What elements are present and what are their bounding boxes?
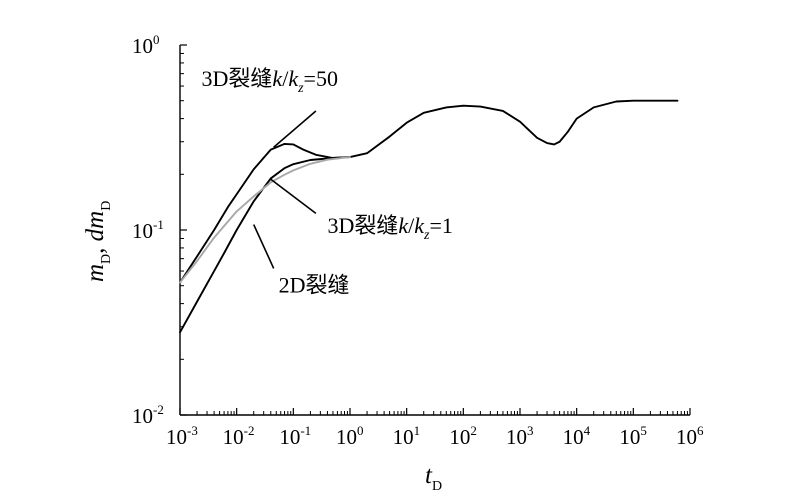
leader-line-2d bbox=[252, 224, 275, 269]
x-tick-label: 100 bbox=[336, 423, 364, 449]
series-layer bbox=[179, 99, 679, 334]
y-ticks: 10-2 10-1 100 bbox=[132, 32, 187, 428]
series-line-3d_kz50 bbox=[179, 142, 351, 284]
leader-line-kz1 bbox=[270, 178, 317, 215]
annotation-label-kz1: 3D裂缝k/kz=1 bbox=[327, 213, 452, 243]
x-tick-label: 103 bbox=[506, 423, 534, 449]
y-tick-label: 10-1 bbox=[132, 217, 164, 243]
y-tick-label: 100 bbox=[132, 32, 160, 58]
x-tick-label: 106 bbox=[676, 423, 704, 449]
x-axis-label: tD bbox=[425, 462, 442, 494]
leader-line-kz50 bbox=[273, 110, 317, 148]
series-line-3d_kz1 bbox=[179, 156, 351, 284]
annotation-label-2d: 2D裂缝 bbox=[279, 273, 350, 298]
x-tick-label: 10-3 bbox=[166, 423, 198, 449]
x-ticks: 10-3 10-2 10-1 100 101 102 103 104 105 106 bbox=[166, 408, 704, 449]
x-tick-label: 10-2 bbox=[223, 423, 255, 449]
x-tick-label: 10-1 bbox=[279, 423, 311, 449]
y-axis-label: mD, dmD bbox=[82, 201, 114, 282]
x-tick-label: 101 bbox=[393, 423, 421, 449]
annotation-label-kz50: 3D裂缝k/kz=50 bbox=[202, 66, 338, 96]
x-tick-label: 105 bbox=[619, 423, 647, 449]
axes: 10-3 10-2 10-1 100 101 102 103 104 105 10610-210-… bbox=[82, 32, 704, 494]
x-tick-label: 102 bbox=[449, 423, 477, 449]
y-tick-label: 10-2 bbox=[132, 402, 164, 428]
x-tick-label: 104 bbox=[563, 423, 591, 449]
annotations: 3D裂缝k/kz=50 3D裂缝k/kz=1 2D裂缝 bbox=[202, 66, 453, 298]
series-line-2d bbox=[179, 99, 679, 334]
